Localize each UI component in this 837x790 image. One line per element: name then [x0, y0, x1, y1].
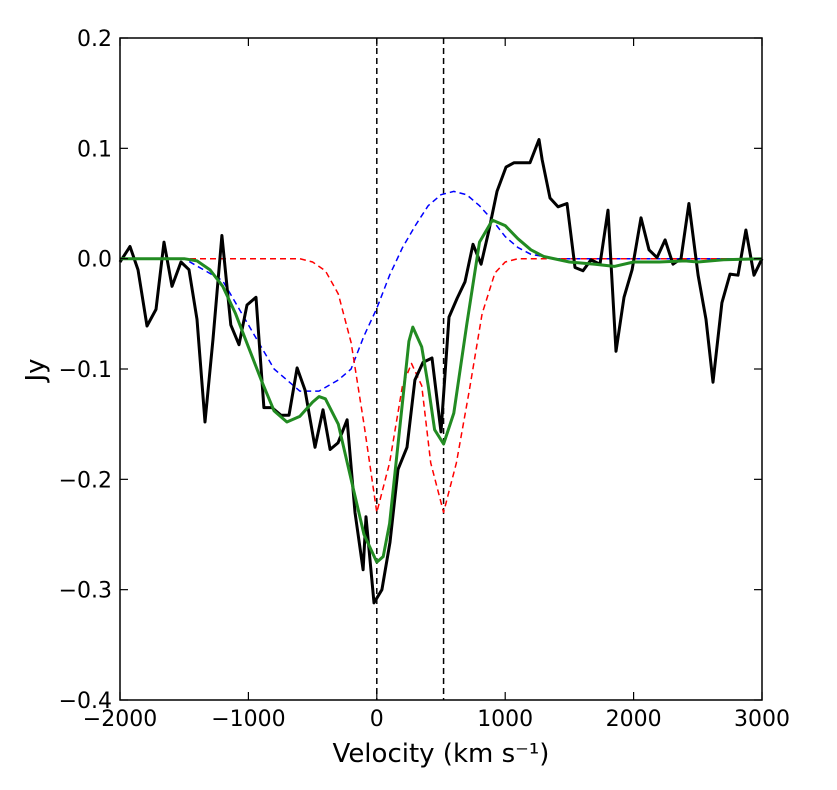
- y-tick-label: −0.2: [59, 468, 112, 493]
- x-tick-label: 3000: [734, 707, 790, 732]
- y-tick-label: −0.4: [59, 689, 112, 714]
- x-tick-label: 1000: [477, 707, 533, 732]
- y-tick-label: 0.1: [77, 137, 112, 162]
- x-tick-label: −2000: [83, 707, 157, 732]
- data-line: [120, 190, 762, 392]
- x-axis-label: Velocity (km s⁻¹): [333, 739, 550, 769]
- data-line: [118, 138, 764, 605]
- x-tick-label: 2000: [606, 707, 662, 732]
- y-tick-label: 0.2: [77, 27, 112, 52]
- data-line: [120, 257, 762, 514]
- y-axis-label: Jy: [21, 358, 51, 383]
- data-line: [120, 218, 763, 564]
- y-tick-label: −0.1: [59, 358, 112, 383]
- plot-frame: [119, 37, 763, 701]
- y-tick-label: −0.3: [59, 579, 112, 604]
- x-tick-label: 0: [370, 707, 384, 732]
- y-tick-label: 0.0: [77, 248, 112, 273]
- x-tick-label: −1000: [211, 707, 285, 732]
